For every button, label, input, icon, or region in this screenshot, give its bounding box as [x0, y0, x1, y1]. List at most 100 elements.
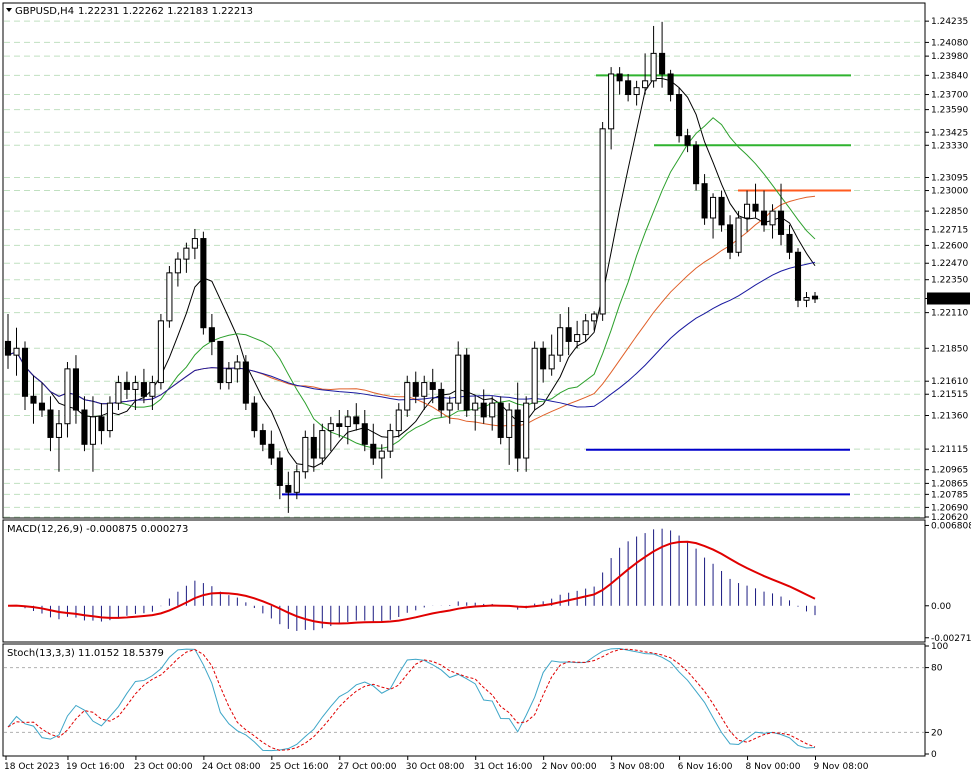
candle-body — [378, 450, 385, 459]
candle-body — [548, 354, 555, 370]
candle-body — [760, 210, 768, 226]
time-label: 6 Nov 16:00 — [678, 762, 733, 772]
stoch-axis-label: 80 — [931, 664, 943, 674]
candle-body — [667, 73, 674, 96]
candle-body — [149, 382, 156, 397]
candle-body — [89, 416, 96, 445]
candle-body — [4, 340, 12, 356]
macd-label: MACD(12,26,9) -0.000875 0.000273 — [7, 524, 188, 535]
candle-body — [633, 87, 640, 96]
current-price-box — [927, 292, 970, 305]
candle-body — [599, 128, 606, 315]
price-axis: 1.24235 1.24080 1.23980 1.23840 1.23700 1.235… — [925, 17, 970, 523]
candle-body — [370, 443, 377, 459]
price-label: 1.23425 — [931, 128, 968, 138]
candle-body — [302, 436, 309, 473]
time-label: 23 Oct 00:00 — [134, 762, 193, 772]
candle-body — [472, 402, 479, 411]
time-label: 8 Nov 00:00 — [746, 762, 801, 772]
candle-body — [361, 423, 368, 445]
stoch-panel-frame — [2, 643, 926, 757]
candle-body — [344, 416, 351, 427]
stoch-main-line — [7, 648, 816, 752]
candle-body — [38, 402, 46, 411]
candle-body — [438, 388, 445, 411]
candle-body — [659, 52, 666, 75]
candle-body — [446, 402, 453, 411]
macd-axis-label: 0.006808 — [931, 521, 971, 531]
time-label: 19 Oct 16:00 — [66, 762, 125, 772]
candle-body — [208, 327, 215, 342]
price-label: 1.24235 — [931, 17, 968, 27]
price-label: 1.21515 — [931, 390, 968, 400]
candle-body — [684, 135, 691, 146]
price-label: 1.21610 — [931, 377, 968, 387]
candle-body — [463, 354, 470, 411]
chart-menu-triangle-icon[interactable] — [6, 8, 12, 12]
time-label: 31 Oct 16:00 — [474, 762, 533, 772]
stoch-axis-label: 20 — [931, 728, 943, 738]
candle-body — [497, 402, 504, 438]
macd-panel-frame — [2, 519, 926, 643]
time-label: 27 Oct 00:00 — [338, 762, 397, 772]
candle-body — [574, 334, 581, 342]
candle-body — [455, 354, 462, 404]
candle-body — [540, 347, 547, 370]
candle-body — [191, 238, 198, 249]
price-label: 1.20785 — [931, 490, 968, 500]
candle-body — [13, 347, 20, 356]
candle-body — [72, 368, 80, 411]
price-label: 1.22850 — [931, 207, 968, 217]
candle-body — [319, 430, 326, 459]
candle-body — [421, 382, 428, 397]
candle-body — [743, 203, 751, 219]
price-label: 1.23330 — [931, 141, 968, 151]
price-label: 1.22600 — [931, 241, 968, 251]
candle-body — [251, 402, 258, 432]
stoch-label: Stoch(13,3,3) 11.0152 18.5379 — [7, 648, 164, 659]
candle-body — [285, 484, 292, 493]
candle-body — [327, 423, 334, 432]
stoch-axis-label: 0 — [931, 750, 937, 760]
candle-body — [752, 203, 759, 212]
price-label: 1.21115 — [931, 445, 968, 455]
candle-body — [276, 457, 283, 486]
price-label: 1.23095 — [931, 174, 968, 184]
time-label: 30 Oct 08:00 — [406, 762, 465, 772]
candle-body — [183, 247, 190, 260]
time-axis: 18 Oct 2023 19 Oct 16:00 23 Oct 00:00 24 Oc… — [4, 756, 869, 772]
candle-body — [174, 258, 181, 274]
candle-body — [811, 295, 819, 300]
price-label: 1.22213 — [931, 294, 968, 304]
symbol-label: GBPUSD,H4 — [15, 6, 74, 17]
candle-body — [608, 73, 615, 130]
candle-body — [727, 224, 734, 253]
candle-body — [777, 210, 785, 235]
candle-body — [395, 409, 402, 432]
candle-body — [523, 402, 530, 459]
candle-body — [387, 430, 394, 452]
price-label: 1.24080 — [931, 38, 968, 48]
candle-body — [803, 297, 810, 301]
candle-body — [480, 402, 487, 418]
candle-body — [625, 80, 632, 96]
candle-body — [506, 409, 513, 438]
price-label: 1.23840 — [931, 71, 968, 81]
candle-body — [166, 272, 173, 322]
candle-body — [293, 471, 300, 493]
ma-short-line — [7, 78, 816, 468]
time-label: 2 Nov 00:00 — [542, 762, 597, 772]
candle-body — [353, 416, 360, 425]
stoch-signal-line — [7, 648, 816, 751]
candle-body — [30, 395, 37, 404]
candle-body — [123, 382, 130, 390]
candle-body — [81, 409, 88, 445]
price-label: 1.22470 — [931, 259, 968, 269]
candle-body — [64, 368, 71, 425]
ohlc-label: 1.22231 1.22262 1.22183 1.22213 — [78, 6, 253, 17]
main-panel-frame — [2, 2, 926, 519]
candle-body — [310, 436, 317, 459]
candle-body — [429, 382, 436, 390]
